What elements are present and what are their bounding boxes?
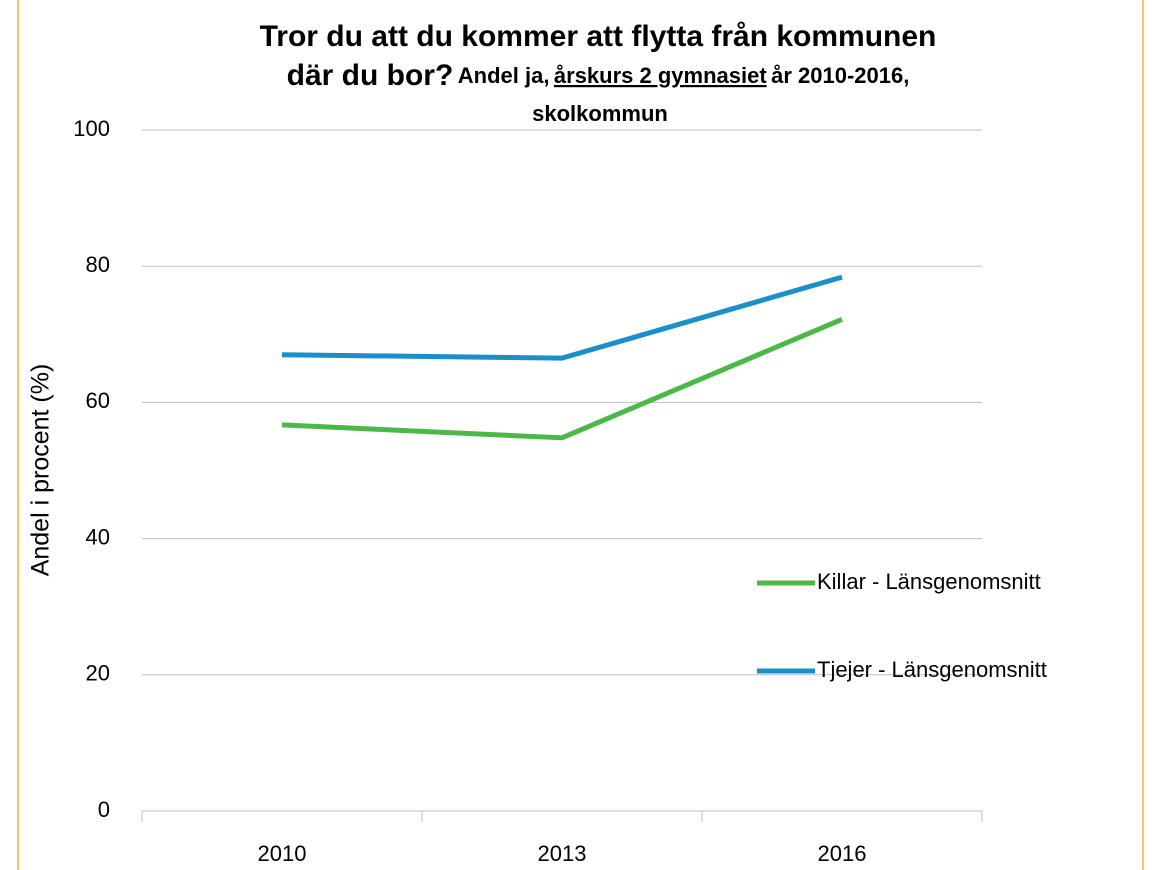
chart-frame xyxy=(17,0,1144,870)
x-tick-label: 2016 xyxy=(818,841,867,866)
y-tick-label: 60 xyxy=(86,388,110,413)
x-tick-label: 2010 xyxy=(258,841,307,866)
subtitle: skolkommun xyxy=(532,101,668,126)
y-tick-label: 100 xyxy=(73,116,110,141)
subtitle: Andel ja, xyxy=(458,63,550,88)
series-line xyxy=(281,274,843,361)
y-tick-label: 40 xyxy=(86,524,110,549)
y-tick-label: 80 xyxy=(86,252,110,277)
y-axis-label: Andel i procent (%) xyxy=(27,364,55,577)
subtitle: år 2010-2016, xyxy=(771,63,909,88)
x-tick-label: 2013 xyxy=(538,841,587,866)
chart-title: där du bor? xyxy=(287,59,454,92)
series-line xyxy=(281,317,843,441)
chart-title-line: där du bor? Andel ja, årskurs 2 gymnasie… xyxy=(287,59,910,92)
subtitle: årskurs 2 gymnasiet xyxy=(554,63,767,88)
y-tick-label: 20 xyxy=(86,661,110,686)
legend-label: Killar - Länsgenomsnitt xyxy=(817,569,1041,594)
y-tick-label: 0 xyxy=(98,797,110,822)
chart-title: Tror du att du kommer att flytta från ko… xyxy=(260,20,937,53)
legend-label: Tjejer - Länsgenomsnitt xyxy=(817,657,1047,682)
